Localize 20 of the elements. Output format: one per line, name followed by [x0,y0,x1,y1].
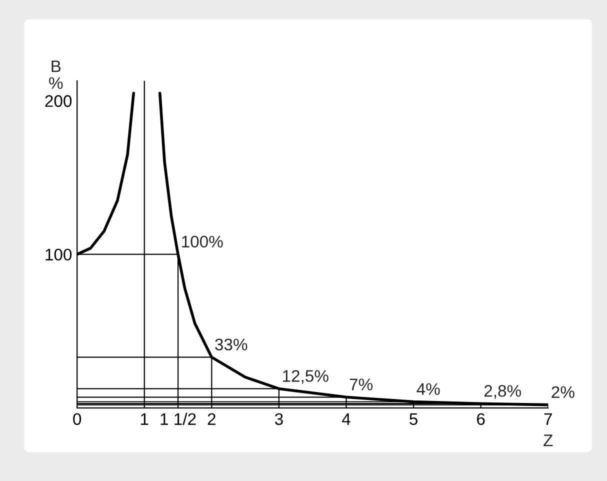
x-tick-label: 6 [477,413,485,425]
x-axis-title: Z [544,434,553,446]
x-tick-label: 2 [208,413,216,425]
x-tick-label: 1 [141,413,148,425]
y-axis-title: B % [49,60,63,89]
y-tick-label: 200 [45,95,72,107]
x-tick-label: 3 [274,413,283,425]
annotation: 33% [215,338,248,350]
annotation: 2% [552,386,574,398]
annotation: 100% [182,236,223,248]
x-tick-label: 0 [73,413,82,425]
x-tick-label: 4 [342,413,350,425]
annotation: 4% [416,383,440,395]
x-tick-label: 5 [410,413,418,425]
y-tick-label: 100 [46,248,72,261]
annotation: 7% [350,378,373,390]
annotation: 12,5% [283,370,328,384]
x-tick-label: 1 1/2 [160,412,196,425]
x-tick-label: 7 [544,413,552,425]
annotation: 2,8% [484,385,522,399]
